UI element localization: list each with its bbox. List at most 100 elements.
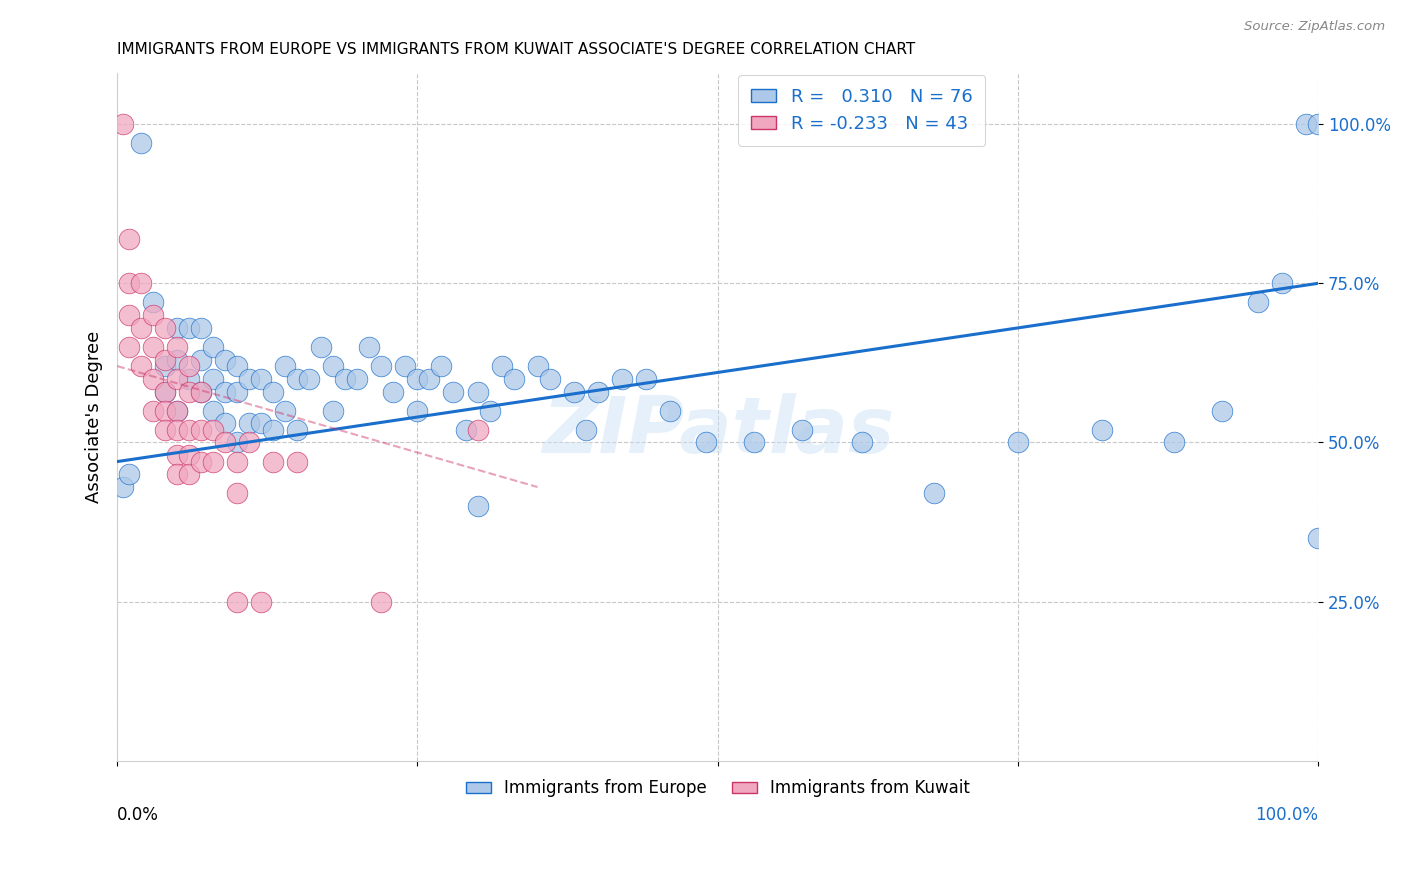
Point [202,454,225,468]
Point [526,359,548,373]
Point [166,352,188,367]
Point [190,454,212,468]
Point [155,384,177,399]
Point [634,372,657,386]
Point [118,277,141,291]
Point [129,359,152,373]
Point [155,352,177,367]
Point [454,423,477,437]
Point [166,448,188,462]
Point [166,403,188,417]
Point [262,423,284,437]
Point [491,359,513,373]
Y-axis label: Associate's Degree: Associate's Degree [86,331,103,503]
Point [1007,435,1029,450]
Point [112,480,135,494]
Point [322,359,344,373]
Point [226,359,249,373]
Point [467,423,489,437]
Point [179,372,201,386]
Point [142,403,165,417]
Point [155,384,177,399]
Point [226,595,249,609]
Text: ZIPatlas: ZIPatlas [541,392,894,469]
Point [382,384,405,399]
Point [250,372,273,386]
Point [202,423,225,437]
Point [467,384,489,399]
Point [118,340,141,354]
Point [190,423,212,437]
Point [202,403,225,417]
Point [142,372,165,386]
Legend: Immigrants from Europe, Immigrants from Kuwait: Immigrants from Europe, Immigrants from … [458,772,977,804]
Point [575,423,598,437]
Point [610,372,633,386]
Point [190,352,212,367]
Point [1211,403,1233,417]
Point [214,435,236,450]
Point [129,136,152,151]
Point [467,499,489,513]
Point [851,435,873,450]
Point [238,435,260,450]
Point [1271,277,1294,291]
Point [179,359,201,373]
Point [226,486,249,500]
Point [129,321,152,335]
Point [311,340,333,354]
Point [166,372,188,386]
Point [112,117,135,131]
Point [166,467,188,482]
Point [274,359,297,373]
Point [562,384,585,399]
Point [166,423,188,437]
Point [586,384,609,399]
Point [742,435,765,450]
Point [370,595,392,609]
Point [1295,117,1317,131]
Point [406,372,429,386]
Point [202,340,225,354]
Point [190,384,212,399]
Point [226,435,249,450]
Point [238,417,260,431]
Point [179,321,201,335]
Point [922,486,945,500]
Point [129,277,152,291]
Point [250,417,273,431]
Point [1091,423,1114,437]
Point [250,595,273,609]
Point [238,372,260,386]
Text: Source: ZipAtlas.com: Source: ZipAtlas.com [1244,20,1385,33]
Point [1308,531,1330,545]
Point [118,308,141,322]
Text: 100.0%: 100.0% [1256,805,1319,823]
Point [298,372,321,386]
Point [443,384,465,399]
Point [166,340,188,354]
Point [262,384,284,399]
Point [285,423,308,437]
Point [214,384,236,399]
Point [418,372,440,386]
Point [179,423,201,437]
Point [142,295,165,310]
Point [346,372,368,386]
Point [155,359,177,373]
Point [166,403,188,417]
Point [1163,435,1185,450]
Point [166,321,188,335]
Point [335,372,357,386]
Point [226,384,249,399]
Point [190,384,212,399]
Point [285,454,308,468]
Point [406,403,429,417]
Point [214,352,236,367]
Point [430,359,453,373]
Point [322,403,344,417]
Point [790,423,813,437]
Point [478,403,501,417]
Point [658,403,681,417]
Point [370,359,392,373]
